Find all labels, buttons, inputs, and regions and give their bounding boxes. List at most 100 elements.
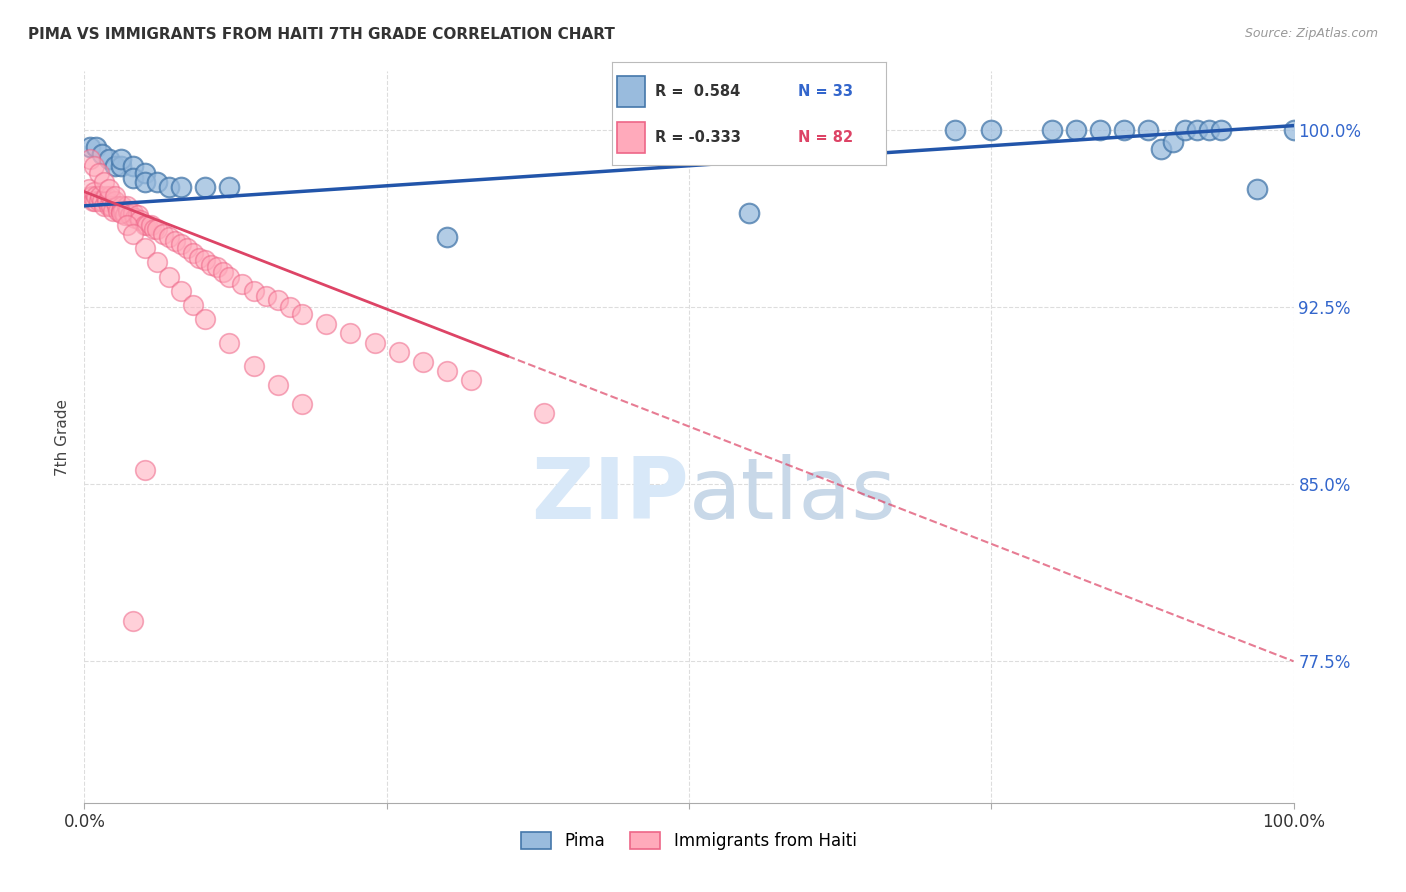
Point [93,175,115,189]
Point [1064,123,1087,137]
Point [212,265,235,279]
Point [105,199,128,213]
Point [134,175,156,189]
Point [388,345,411,359]
Point [460,374,482,388]
Point [107,203,129,218]
Point [218,269,240,284]
Point [188,251,211,265]
Point [157,180,180,194]
Point [134,218,156,232]
Point [111,199,134,213]
Point [363,335,385,350]
Point [79,152,101,166]
Point [121,159,143,173]
Point [339,326,361,341]
Point [165,234,187,248]
Point [86,189,108,203]
Point [110,159,132,173]
Point [100,199,122,213]
Point [146,222,169,236]
Point [170,236,193,251]
Point [181,246,204,260]
Point [181,298,204,312]
Point [97,199,120,213]
Point [91,194,114,208]
Point [1149,142,1171,156]
Point [110,206,132,220]
Point [121,227,143,242]
Point [129,213,152,227]
Point [1185,123,1208,137]
Point [104,194,127,208]
Point [1282,123,1305,137]
Point [134,241,156,255]
Point [738,206,761,220]
Point [98,189,121,203]
Point [1040,123,1063,137]
Text: R = -0.333: R = -0.333 [655,130,741,145]
Point [83,159,105,173]
Point [124,211,146,225]
Point [97,152,120,166]
Point [1088,123,1111,137]
Point [91,147,114,161]
Point [291,307,314,321]
Point [93,199,115,213]
Point [110,152,132,166]
Point [1161,135,1184,149]
Point [97,182,120,196]
Point [1209,123,1232,137]
Point [146,255,169,269]
Point [943,123,966,137]
Point [267,378,290,392]
Point [242,284,264,298]
Text: R =  0.584: R = 0.584 [655,84,741,99]
Point [291,397,314,411]
Point [436,229,458,244]
Point [104,189,127,203]
Point [254,288,277,302]
Point [83,185,105,199]
Point [89,189,111,203]
Point [267,293,290,308]
Point [242,359,264,374]
Point [136,218,159,232]
Text: Source: ZipAtlas.com: Source: ZipAtlas.com [1244,27,1378,40]
Point [152,227,174,242]
Point [194,180,217,194]
Point [112,203,135,218]
Point [104,159,127,173]
Point [110,203,132,218]
Point [139,218,162,232]
Text: N = 33: N = 33 [799,84,853,99]
Point [121,614,143,628]
Point [207,260,229,275]
Point [80,189,103,203]
Point [194,312,217,326]
Point [218,335,240,350]
Point [146,175,169,189]
Point [143,222,166,236]
Point [87,166,110,180]
Point [1137,123,1160,137]
Point [170,284,193,298]
Legend: Pima, Immigrants from Haiti: Pima, Immigrants from Haiti [515,825,863,856]
Point [103,203,125,218]
Point [194,253,217,268]
Text: ZIP: ZIP [531,454,689,537]
Point [134,166,156,180]
Bar [617,76,644,106]
Text: N = 82: N = 82 [799,130,853,145]
Point [114,208,136,222]
Point [96,194,118,208]
Point [412,354,434,368]
Point [86,140,108,154]
Point [1246,182,1268,196]
Point [436,364,458,378]
Point [134,463,156,477]
Point [121,206,143,220]
Point [278,301,301,315]
Point [77,182,100,196]
Point [115,218,138,232]
